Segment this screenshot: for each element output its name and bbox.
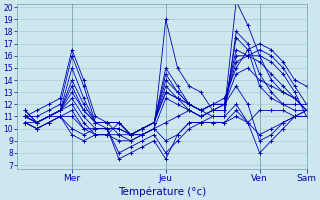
X-axis label: Température (°c): Température (°c) (118, 186, 206, 197)
